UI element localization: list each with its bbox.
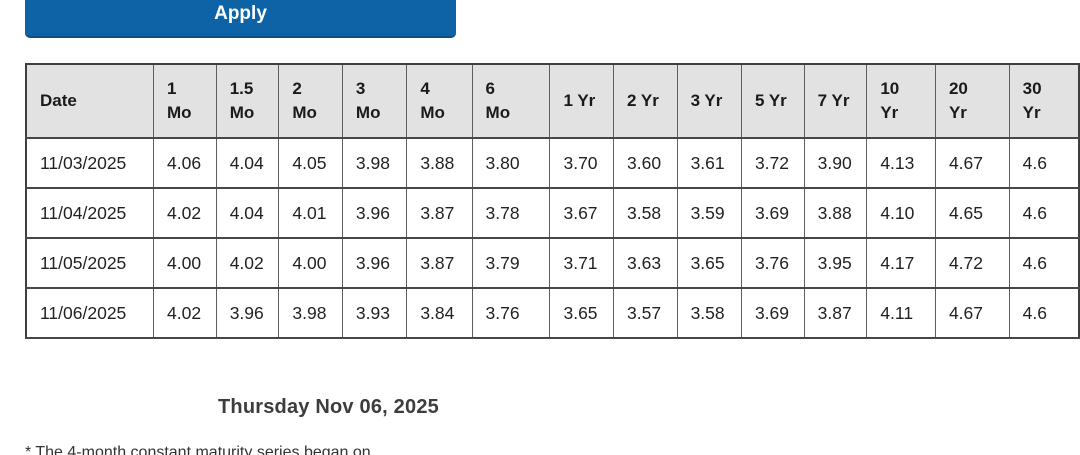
footnote: * The 4-month constant maturity series b… bbox=[25, 444, 371, 455]
table-cell: 4.6 bbox=[1008, 187, 1080, 239]
table-cell: 3.71 bbox=[549, 237, 615, 289]
table-cell: 3.79 bbox=[471, 237, 551, 289]
table-cell: 3.90 bbox=[803, 137, 868, 189]
table-cell: 11/05/2025 bbox=[25, 237, 154, 289]
table-cell: 4.05 bbox=[278, 137, 343, 189]
table-cell: 3.78 bbox=[471, 187, 551, 239]
table-cell: 3.96 bbox=[341, 237, 408, 289]
table-cell: 3.69 bbox=[740, 287, 805, 339]
table-cell: 3.88 bbox=[803, 187, 868, 239]
table-cell: 3.96 bbox=[215, 287, 280, 339]
column-header: 2 Mo bbox=[278, 63, 343, 139]
table-cell: 3.96 bbox=[341, 187, 408, 239]
table-cell: 4.67 bbox=[934, 287, 1010, 339]
table-cell: 4.11 bbox=[866, 287, 936, 339]
column-header: 6 Mo bbox=[471, 63, 551, 139]
table-cell: 4.06 bbox=[153, 137, 217, 189]
table-cell: 3.57 bbox=[613, 287, 678, 339]
column-header: 2 Yr bbox=[613, 63, 678, 139]
table-row: 11/06/2025 4.02 3.96 3.98 3.93 3.84 3.76 3.65 3.… bbox=[25, 287, 1080, 339]
column-header: 5 Yr bbox=[740, 63, 805, 139]
table-cell: 3.70 bbox=[549, 137, 615, 189]
table-cell: 3.69 bbox=[740, 187, 805, 239]
table-cell: 3.63 bbox=[613, 237, 678, 289]
table-cell: 3.93 bbox=[341, 287, 408, 339]
table-cell: 11/04/2025 bbox=[25, 187, 154, 239]
table-cell: 3.59 bbox=[676, 187, 742, 239]
table-row: 11/04/2025 4.02 4.04 4.01 3.96 3.87 3.78 3.67 3.… bbox=[25, 187, 1080, 239]
table-cell: 3.87 bbox=[406, 187, 473, 239]
table-cell: 4.00 bbox=[153, 237, 217, 289]
table-cell: 4.65 bbox=[934, 187, 1010, 239]
column-header: 1 Mo bbox=[153, 63, 217, 139]
table-cell: 11/06/2025 bbox=[25, 287, 154, 339]
table-cell: 4.00 bbox=[278, 237, 343, 289]
table-cell: 4.72 bbox=[934, 237, 1010, 289]
column-header: 30 Yr bbox=[1008, 63, 1080, 139]
column-header: Date bbox=[25, 63, 154, 139]
table-cell: 3.98 bbox=[278, 287, 343, 339]
table-cell: 3.65 bbox=[676, 237, 742, 289]
column-header: 10 Yr bbox=[866, 63, 936, 139]
table-cell: 3.61 bbox=[676, 137, 742, 189]
table-cell: 3.60 bbox=[613, 137, 678, 189]
table-cell: 3.76 bbox=[471, 287, 551, 339]
column-header: 3 Yr bbox=[676, 63, 742, 139]
column-header: 1 Yr bbox=[549, 63, 615, 139]
column-header: 3 Mo bbox=[341, 63, 408, 139]
column-header: 1.5 Mo bbox=[215, 63, 280, 139]
table-cell: 4.02 bbox=[153, 187, 217, 239]
table-cell: 4.04 bbox=[215, 137, 280, 189]
table-cell: 3.65 bbox=[549, 287, 615, 339]
table-row: 11/05/2025 4.00 4.02 4.00 3.96 3.87 3.79 3.71 3.… bbox=[25, 237, 1080, 289]
table-cell: 3.58 bbox=[613, 187, 678, 239]
table-cell: 4.01 bbox=[278, 187, 343, 239]
table-cell: 4.67 bbox=[934, 137, 1010, 189]
table-cell: 4.6 bbox=[1008, 287, 1080, 339]
table-cell: 3.76 bbox=[740, 237, 805, 289]
table-cell: 4.6 bbox=[1008, 137, 1080, 189]
table-cell: 3.58 bbox=[676, 287, 742, 339]
table-cell: 4.02 bbox=[215, 237, 280, 289]
column-header: 20 Yr bbox=[934, 63, 1010, 139]
table-cell: 3.95 bbox=[803, 237, 868, 289]
date-heading: Thursday Nov 06, 2025 bbox=[218, 396, 439, 418]
table-cell: 4.02 bbox=[153, 287, 217, 339]
table-cell: 4.10 bbox=[866, 187, 936, 239]
table-body: 11/03/2025 4.06 4.04 4.05 3.98 3.88 3.80 3.70 3.… bbox=[25, 137, 1080, 339]
table-cell: 4.6 bbox=[1008, 237, 1080, 289]
table-header-row: Date 1 Mo 1.5 Mo 2 Mo 3 Mo 4 Mo 6 Mo 1 Yr 2 Yr 3 … bbox=[25, 63, 1080, 139]
table-cell: 3.87 bbox=[406, 237, 473, 289]
table-cell: 11/03/2025 bbox=[25, 137, 154, 189]
apply-button[interactable]: Apply bbox=[25, 0, 456, 38]
table-cell: 3.88 bbox=[406, 137, 473, 189]
table-cell: 3.67 bbox=[549, 187, 615, 239]
table-row: 11/03/2025 4.06 4.04 4.05 3.98 3.88 3.80 3.70 3.… bbox=[25, 137, 1080, 189]
column-header: 4 Mo bbox=[406, 63, 473, 139]
table-cell: 3.87 bbox=[803, 287, 868, 339]
table-cell: 4.13 bbox=[866, 137, 936, 189]
table-cell: 3.84 bbox=[406, 287, 473, 339]
table-cell: 3.72 bbox=[740, 137, 805, 189]
column-header: 7 Yr bbox=[803, 63, 868, 139]
rates-table: Date 1 Mo 1.5 Mo 2 Mo 3 Mo 4 Mo 6 Mo 1 Yr 2 Yr 3 … bbox=[25, 63, 1080, 339]
table-cell: 4.17 bbox=[866, 237, 936, 289]
table-cell: 4.04 bbox=[215, 187, 280, 239]
table-cell: 3.80 bbox=[471, 137, 551, 189]
table-cell: 3.98 bbox=[341, 137, 408, 189]
